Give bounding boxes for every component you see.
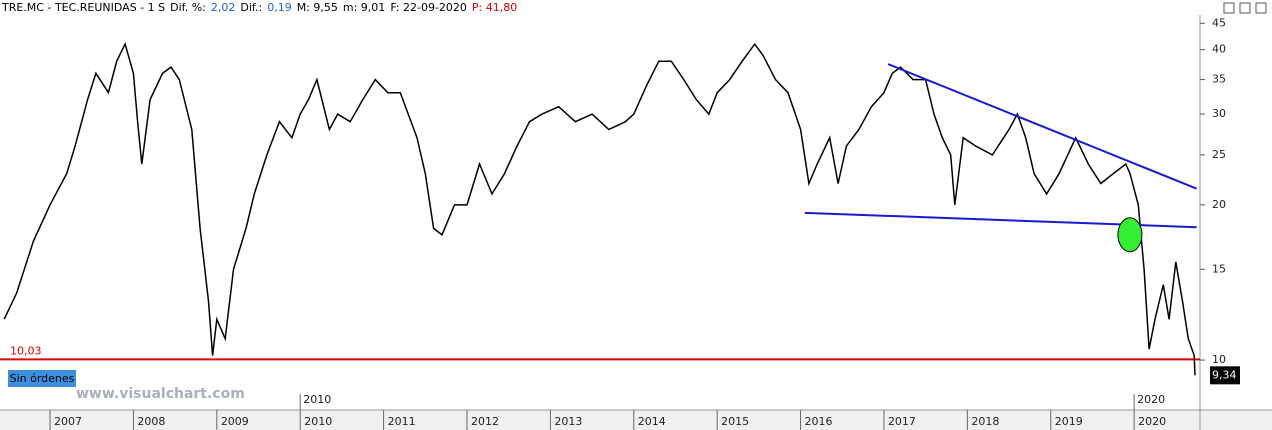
header-item: Dif.: — [240, 1, 263, 14]
header-item: M: 9,55 — [296, 1, 338, 14]
y-tick-label: 25 — [1212, 148, 1226, 161]
watermark: www.visualchart.com — [76, 386, 245, 402]
x-tick-label: 2010 — [304, 415, 332, 428]
x-tick-label: 2012 — [471, 415, 499, 428]
x-tick-label: 2014 — [638, 415, 666, 428]
header-item: Dif. %: — [170, 1, 206, 14]
header-item: m: 9,01 — [342, 1, 386, 14]
breakout-marker — [1117, 217, 1143, 253]
y-tick-label: 20 — [1212, 198, 1226, 211]
orders-button[interactable]: Sin órdenes — [8, 370, 76, 387]
price-line — [3, 42, 1196, 376]
x-tick-label: 2018 — [971, 415, 999, 428]
button-min[interactable] — [1223, 2, 1235, 14]
last-price-box — [1210, 366, 1240, 385]
y-tick-label: 15 — [1212, 262, 1226, 275]
x-tick-label: 2007 — [54, 415, 82, 428]
header: TRE.MC - TEC.REUNIDAS - 1 S Dif. %: 2,02 Di… — [0, 0, 522, 16]
header-item: 2,02 — [210, 1, 236, 14]
x-tick-label: 2008 — [137, 415, 165, 428]
y-tick-label: 45 — [1212, 16, 1226, 29]
header-item: TRE.MC - TEC.REUNIDAS - 1 S — [2, 1, 166, 14]
x-tick-label: 2017 — [888, 415, 916, 428]
y-tick-label: 35 — [1212, 73, 1226, 86]
y-tick-label: 40 — [1212, 43, 1226, 56]
x-tick-label: 2020 — [1138, 415, 1166, 428]
y-tick-label: 30 — [1212, 107, 1226, 120]
x-tick-label: 2015 — [721, 415, 749, 428]
x-axis-band — [0, 410, 1272, 430]
header-item: F: 22-09-2020 — [390, 1, 467, 14]
x-tick-label: 2011 — [388, 415, 416, 428]
y-tick-label: 10 — [1212, 353, 1226, 366]
trendline — [887, 63, 1198, 190]
support-label: 10,03 — [10, 344, 42, 357]
window-buttons[interactable] — [1223, 2, 1267, 14]
decade-label: 2010 — [303, 393, 331, 406]
button-close[interactable] — [1255, 2, 1267, 14]
x-tick-label: 2016 — [805, 415, 833, 428]
x-tick-label: 2009 — [221, 415, 249, 428]
header-item: 0,19 — [267, 1, 292, 14]
x-tick-label: 2019 — [1055, 415, 1083, 428]
header-item: P: 41,80 — [471, 1, 518, 14]
button-max[interactable] — [1239, 2, 1251, 14]
x-tick-label: 2013 — [554, 415, 582, 428]
decade-label: 2020 — [1137, 393, 1165, 406]
last-price-label: 9,34 — [1212, 368, 1237, 381]
